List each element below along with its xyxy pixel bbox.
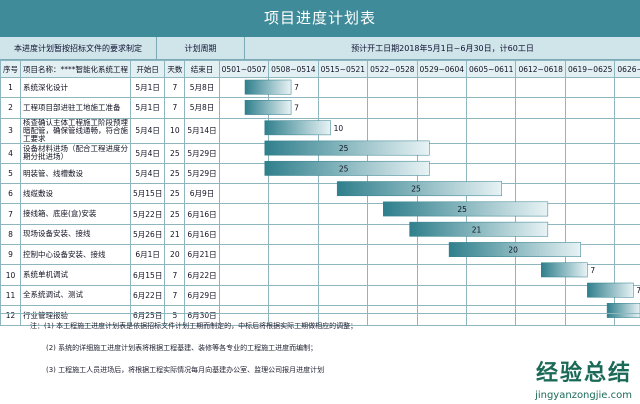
gantt-bar-label: 7 <box>590 266 595 275</box>
gantt-bar <box>245 80 291 94</box>
gantt-bar <box>587 283 633 297</box>
gantt-bar-label: 7 <box>294 103 299 112</box>
note-3: (3) 工程施工人员进场后，将根据工程实际情况每月向基建办公室、监理公司报月进度… <box>46 360 324 380</box>
gantt-bar-label: 25 <box>339 164 349 173</box>
gantt-bar-label: 25 <box>457 205 467 214</box>
gantt-bar-label: 10 <box>334 124 344 133</box>
gantt-bar-label: 7 <box>294 83 299 92</box>
gantt-bar-label: 25 <box>339 144 349 153</box>
gantt-bar <box>541 263 587 277</box>
gantt-bar-label: 20 <box>508 246 518 255</box>
note-1: 注：(1) 本工程施工进度计划表是依据招标文件计划工期而制定的，中标后将根据实际… <box>30 316 357 336</box>
gantt-bar-label: 7 <box>636 286 640 295</box>
gantt-bar-label: 21 <box>472 225 482 234</box>
gantt-bar <box>245 100 291 114</box>
note-2: (2) 系统的详细施工进度计划表将根据工程基建、装修等各专业的工程施工进度而编制… <box>46 338 317 358</box>
watermark-logo: 经验总结 <box>536 355 632 387</box>
watermark-url: jingyanzongjie.com <box>535 390 632 401</box>
gantt-bar <box>265 121 331 135</box>
gantt-bar-label: 25 <box>411 185 421 194</box>
